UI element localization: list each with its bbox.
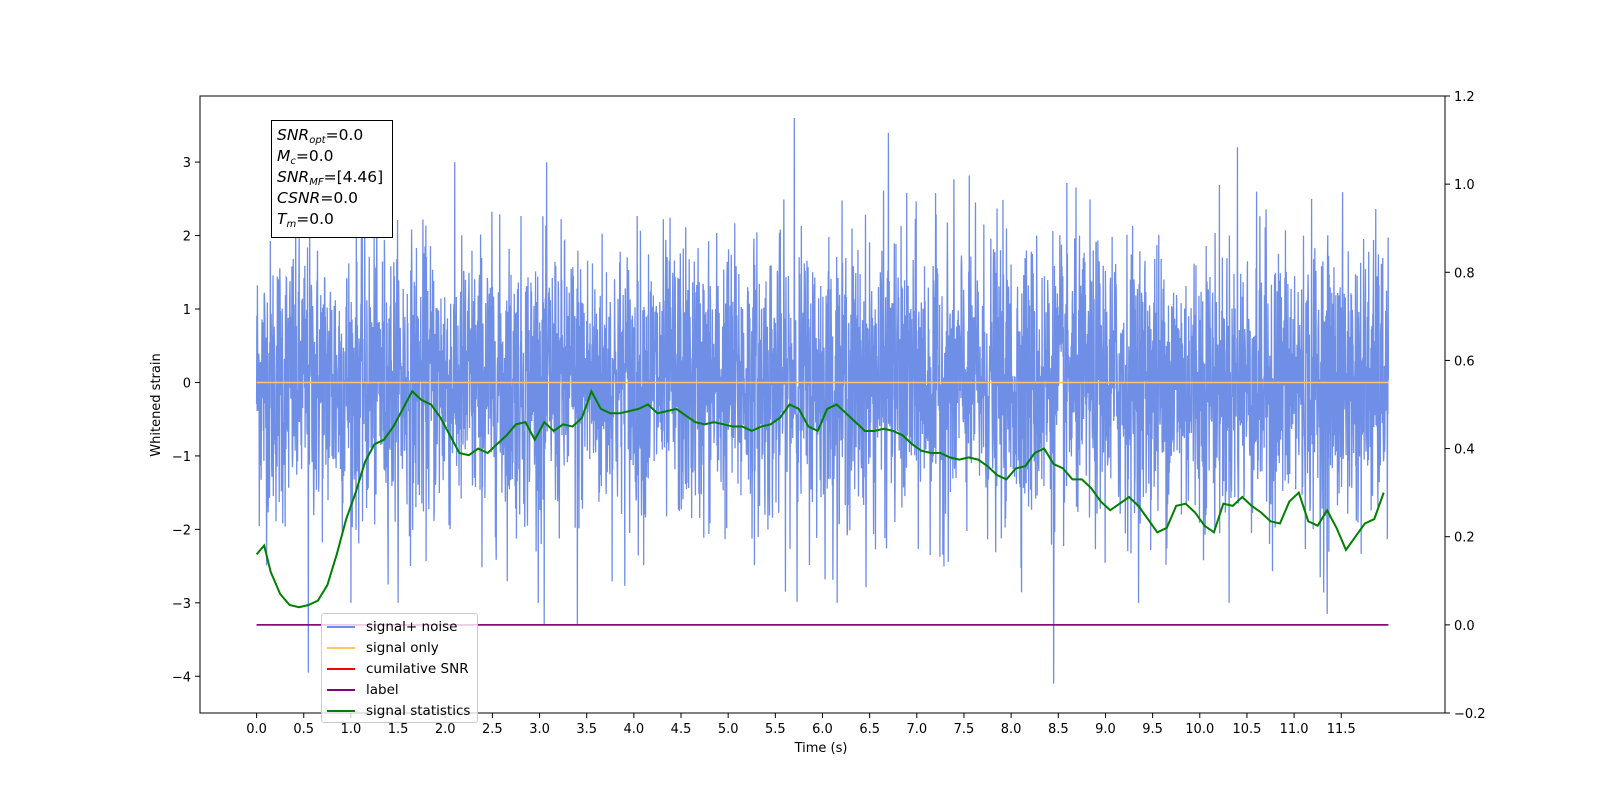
signal-statistics-line (255, 388, 1385, 609)
right-y-tick-label: 0.8 (1454, 266, 1475, 281)
legend-swatch (327, 688, 355, 691)
x-tick-label: 10.5 (1232, 722, 1261, 737)
y-tick-label: −2 (172, 523, 191, 538)
x-tick-label: 11.0 (1280, 722, 1309, 737)
legend-label: signal only (366, 640, 439, 657)
legend-swatch (327, 626, 355, 629)
y-tick-label: 2 (183, 230, 191, 245)
x-tick-label: 7.0 (906, 722, 927, 737)
x-tick-label: 2.5 (482, 722, 503, 737)
legend-swatch (327, 709, 355, 712)
x-tick-label: 5.0 (718, 722, 739, 737)
legend-label: signal statistics (366, 702, 471, 719)
x-tick-label: 0.5 (293, 722, 314, 737)
x-tick-label: 5.5 (765, 722, 786, 737)
legend-label: label (366, 681, 399, 698)
x-tick-label: 6.0 (812, 722, 833, 737)
right-y-tick-label: −0.2 (1454, 707, 1486, 722)
right-y-tick-label: 0.0 (1454, 619, 1475, 634)
x-tick-label: 2.0 (435, 722, 456, 737)
x-tick-label: 8.5 (1048, 722, 1069, 737)
y-tick-label: 1 (183, 303, 191, 318)
legend-item: signal+ noise (327, 617, 477, 638)
y-tick-label: 0 (183, 376, 191, 391)
signal-plus-noise-series (255, 118, 1390, 684)
x-tick-label: 3.5 (576, 722, 597, 737)
right-y-axis-ticks: 1.2 1.0 0.8 0.6 0.4 0.2 0.0 −0.2 (1445, 90, 1486, 722)
y-tick-label: −1 (172, 450, 191, 465)
snr-mf-line: SNRMF=[4.46] (277, 168, 384, 188)
x-tick-label: 3.0 (529, 722, 550, 737)
x-tick-label: 11.5 (1327, 722, 1356, 737)
x-tick-label: 1.5 (388, 722, 409, 737)
x-axis-label: Time (s) (794, 741, 848, 756)
x-tick-label: 6.5 (859, 722, 880, 737)
x-tick-label: 1.0 (341, 722, 362, 737)
metrics-info-box: SNRopt=0.0 Mc=0.0 SNRMF=[4.46] CSNR=0.0 … (271, 120, 393, 238)
right-y-tick-label: 0.4 (1454, 443, 1475, 458)
x-tick-label: 4.0 (624, 722, 645, 737)
legend-swatch (327, 667, 355, 670)
x-axis-ticks: 0.0 0.5 1.0 1.5 2.0 2.5 3.0 3.5 4.0 4.5 5.0 5.5 6.0 6… (246, 713, 1356, 737)
noise-trace (255, 118, 1390, 684)
legend-item: signal only (327, 638, 477, 659)
right-y-tick-label: 1.0 (1454, 178, 1475, 193)
y-tick-label: −4 (172, 670, 191, 685)
right-y-tick-label: 0.2 (1454, 531, 1475, 546)
snr-opt-line: SNRopt=0.0 (277, 126, 364, 146)
merger-time-line: Tm=0.0 (277, 210, 334, 230)
right-y-tick-label: 1.2 (1454, 90, 1475, 105)
legend-item: cumilative SNR (327, 659, 477, 680)
x-tick-label: 0.0 (246, 722, 267, 737)
right-y-tick-label: 0.6 (1454, 354, 1475, 369)
x-tick-label: 9.5 (1142, 722, 1163, 737)
y-tick-label: −3 (172, 597, 191, 612)
chirp-mass-line: Mc=0.0 (277, 147, 334, 167)
y-tick-label: 3 (183, 156, 191, 171)
x-tick-label: 10.0 (1185, 722, 1214, 737)
csnr-line: CSNR=0.0 (277, 189, 358, 207)
legend-label: signal+ noise (366, 619, 458, 636)
legend: signal+ noise signal only cumilative SNR la… (321, 613, 478, 723)
legend-swatch (327, 647, 355, 650)
legend-item: label (327, 679, 477, 700)
x-tick-label: 7.5 (954, 722, 975, 737)
x-tick-label: 9.0 (1095, 722, 1116, 737)
x-tick-label: 4.5 (671, 722, 692, 737)
y-axis-label: Whitened strain (149, 353, 164, 456)
x-tick-label: 8.0 (1001, 722, 1022, 737)
y-axis-ticks: 3 2 1 0 −1 −2 −3 −4 (172, 156, 200, 685)
legend-label: cumilative SNR (366, 660, 469, 677)
legend-item: signal statistics (327, 700, 477, 721)
